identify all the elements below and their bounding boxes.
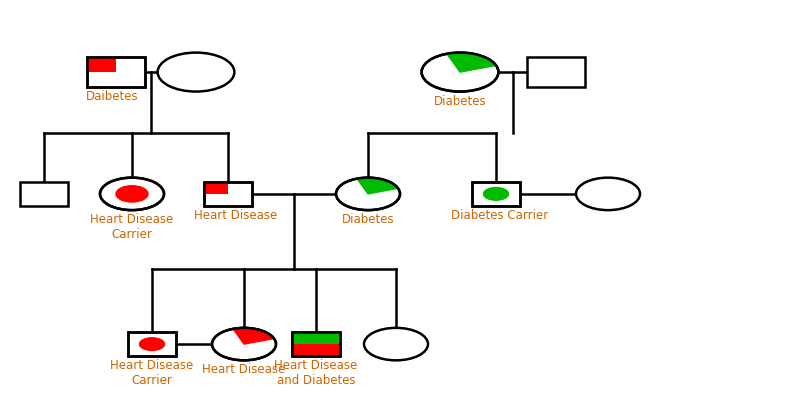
Bar bbox=[292, 332, 340, 356]
Bar bbox=[292, 344, 340, 356]
Text: Diabetes Carrier: Diabetes Carrier bbox=[451, 209, 549, 222]
Circle shape bbox=[422, 53, 498, 92]
Bar bbox=[87, 58, 145, 87]
Text: Heart Disease
Carrier: Heart Disease Carrier bbox=[90, 213, 174, 241]
Text: Diabetes: Diabetes bbox=[434, 94, 486, 107]
Bar bbox=[292, 332, 340, 344]
Bar bbox=[472, 182, 520, 207]
Circle shape bbox=[100, 178, 164, 211]
Bar bbox=[527, 58, 585, 87]
Circle shape bbox=[336, 178, 400, 211]
Wedge shape bbox=[447, 53, 496, 73]
Bar bbox=[204, 182, 252, 207]
Text: Heart Disease: Heart Disease bbox=[194, 209, 278, 222]
Text: Diabetes: Diabetes bbox=[342, 213, 394, 226]
Circle shape bbox=[158, 53, 234, 92]
Bar bbox=[204, 182, 252, 207]
Bar bbox=[204, 182, 228, 194]
Circle shape bbox=[576, 178, 640, 211]
Text: Daibetes: Daibetes bbox=[86, 90, 138, 102]
Wedge shape bbox=[357, 178, 398, 194]
Bar bbox=[128, 332, 176, 356]
Circle shape bbox=[483, 188, 509, 201]
Bar bbox=[87, 58, 145, 87]
Bar bbox=[87, 58, 116, 73]
Bar bbox=[472, 182, 520, 207]
Circle shape bbox=[212, 328, 276, 360]
Text: Heart Disease
and Diabetes: Heart Disease and Diabetes bbox=[274, 358, 358, 386]
Circle shape bbox=[364, 328, 428, 360]
Wedge shape bbox=[233, 328, 274, 344]
Bar bbox=[20, 182, 68, 207]
Circle shape bbox=[116, 186, 148, 202]
Text: Heart Disease: Heart Disease bbox=[202, 362, 286, 375]
Bar bbox=[292, 332, 340, 356]
Bar bbox=[128, 332, 176, 356]
Circle shape bbox=[139, 338, 165, 351]
Text: Heart Disease
Carrier: Heart Disease Carrier bbox=[110, 358, 194, 386]
